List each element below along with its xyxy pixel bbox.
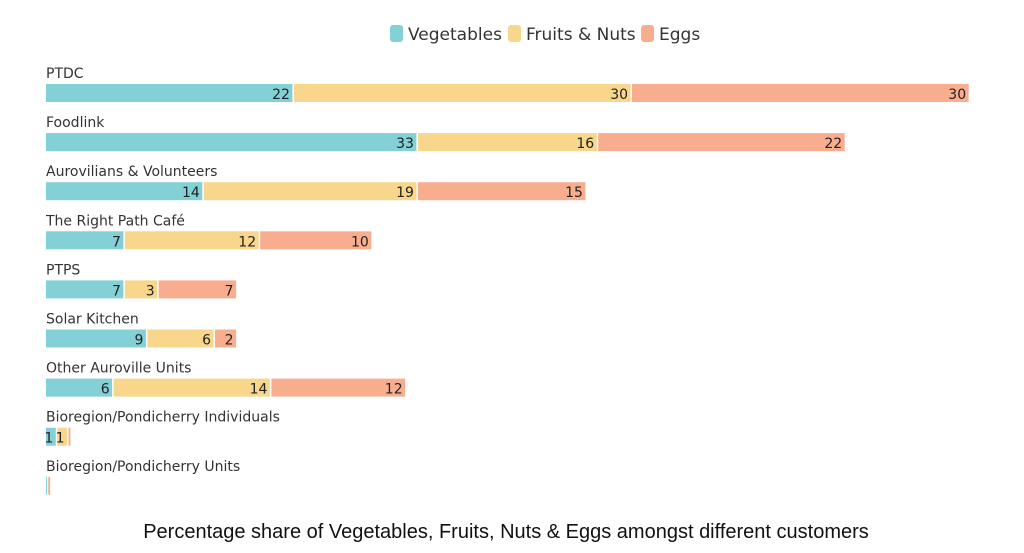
bar-segment (46, 133, 417, 152)
data-label: 2 (225, 333, 234, 349)
legend-swatch (390, 25, 403, 42)
category-label: The Right Path Café (45, 213, 185, 229)
legend-label: Vegetables (408, 25, 502, 45)
data-label: 9 (135, 333, 144, 349)
category-label: PTPS (46, 262, 80, 278)
bar-segment (57, 427, 68, 446)
bar-segment (203, 182, 417, 201)
data-label: 19 (396, 185, 414, 201)
category-label: Foodlink (46, 115, 105, 131)
data-label: 30 (610, 87, 628, 103)
bar-segment (46, 476, 47, 495)
legend-swatch (508, 25, 521, 42)
bar-segment (46, 84, 293, 102)
legend-swatch (641, 25, 654, 42)
category-label: Bioregion/Pondicherry Units (46, 459, 240, 475)
legend: Vegetables Fruits & Nuts Eggs (390, 25, 700, 45)
bar-segment (417, 182, 586, 201)
bar-segment (271, 378, 406, 397)
bar-segment (46, 280, 124, 299)
data-label: 7 (225, 283, 234, 299)
data-label: 10 (351, 234, 369, 250)
bar-segment (68, 427, 71, 446)
bar-segment (158, 280, 237, 299)
bar-segment (124, 280, 158, 299)
legend-label: Fruits & Nuts (526, 25, 636, 45)
data-label: 16 (576, 136, 594, 152)
bar-segment (113, 378, 270, 397)
data-label: 15 (565, 185, 583, 201)
bar-segment (46, 231, 124, 250)
data-label: 30 (948, 87, 966, 103)
bar-segment (417, 133, 597, 152)
category-label: PTDC (46, 66, 84, 82)
bar-segment (293, 84, 631, 102)
category-label: Bioregion/Pondicherry Individuals (46, 410, 280, 426)
data-label: 6 (101, 382, 110, 398)
data-label: 14 (182, 185, 200, 201)
data-label: 1 (56, 431, 65, 447)
category-label: Solar Kitchen (46, 312, 139, 328)
bar-segment (124, 231, 259, 250)
data-label: 1 (44, 431, 53, 447)
bar-segment (260, 231, 372, 250)
bar-segment (46, 182, 203, 201)
chart-caption: Percentage share of Vegetables, Fruits, … (143, 521, 869, 543)
data-label: 22 (272, 87, 290, 103)
bar-segment (215, 329, 237, 348)
category-label: Other Auroville Units (46, 361, 191, 377)
data-label: 14 (250, 382, 268, 398)
data-label: 12 (238, 234, 256, 250)
data-label: 7 (112, 283, 121, 299)
data-label: 12 (385, 382, 403, 398)
data-label: 6 (202, 333, 211, 349)
data-label: 7 (112, 234, 121, 250)
bar-segment (632, 84, 969, 102)
bar-segment (46, 329, 146, 348)
bar-segment (147, 329, 214, 348)
category-label: Aurovilians & Volunteers (46, 164, 217, 180)
legend-label: Eggs (659, 25, 700, 45)
data-label: 33 (396, 136, 414, 152)
bar-segment (598, 133, 845, 152)
bar-segment (48, 476, 51, 495)
bar-segment (46, 378, 113, 397)
data-label: 3 (146, 283, 155, 299)
data-label: 22 (824, 136, 842, 152)
bar-segment (46, 427, 56, 446)
